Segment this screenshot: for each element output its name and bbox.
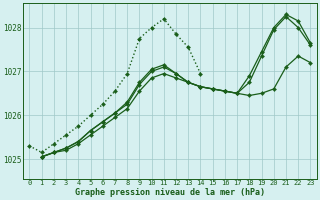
X-axis label: Graphe pression niveau de la mer (hPa): Graphe pression niveau de la mer (hPa): [75, 188, 265, 197]
